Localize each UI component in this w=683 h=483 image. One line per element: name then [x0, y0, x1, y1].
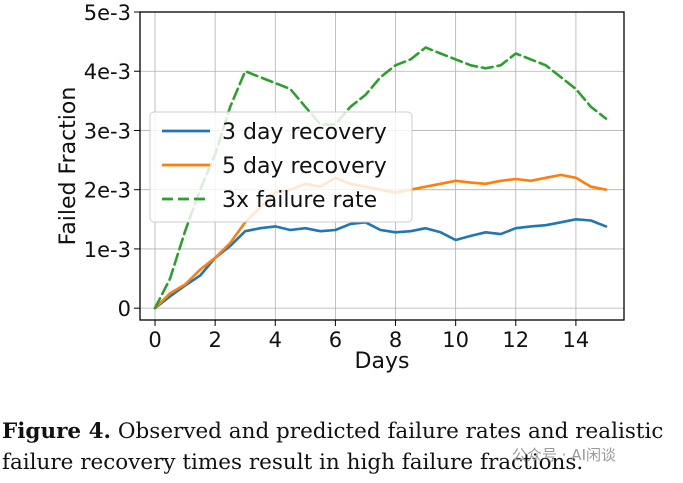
ticks: 0 2 4 6 8 10 12 14 0 1e-3 2e-3 3e-3 4e-3 5e-3	[84, 1, 590, 352]
y-axis-title: Failed Fraction	[56, 87, 81, 246]
legend-label-3-day: 3 day recovery	[222, 120, 387, 145]
y-tick-label: 5e-3	[84, 1, 131, 25]
x-tick-label: 4	[269, 328, 282, 352]
legend: 3 day recovery 5 day recovery 3x failure…	[149, 111, 413, 223]
x-tick-label: 6	[329, 328, 342, 352]
x-tick-label: 12	[502, 328, 529, 352]
legend-label-5-day: 5 day recovery	[222, 154, 387, 179]
chart: 0 2 4 6 8 10 12 14 0 1e-3 2e-3 3e-3 4e-3 5e-3 Days Fa…	[56, 1, 625, 374]
y-tick-label: 4e-3	[84, 60, 131, 84]
caption-label: Figure 4.	[2, 419, 112, 444]
x-tick-label: 8	[389, 328, 402, 352]
x-tick-label: 2	[208, 328, 221, 352]
y-tick-label: 0	[118, 297, 131, 321]
x-axis-title: Days	[355, 349, 410, 374]
caption-text: Observed and predicted failure rates and…	[2, 419, 664, 475]
x-tick-label: 0	[148, 328, 161, 352]
series-line-2	[153, 46, 608, 310]
y-tick-label: 1e-3	[84, 238, 131, 262]
y-tick-label: 2e-3	[84, 179, 131, 203]
x-tick-label: 14	[563, 328, 590, 352]
y-tick-label: 3e-3	[84, 119, 131, 143]
plot-frame	[139, 11, 625, 321]
figure-caption: Figure 4. Observed and predicted failure…	[2, 416, 682, 478]
legend-label-3x: 3x failure rate	[222, 188, 377, 213]
watermark: 公众号 · AI闲谈	[512, 446, 616, 464]
x-tick-label: 10	[442, 328, 469, 352]
series-line-0	[153, 218, 608, 310]
legend-box	[149, 111, 413, 223]
